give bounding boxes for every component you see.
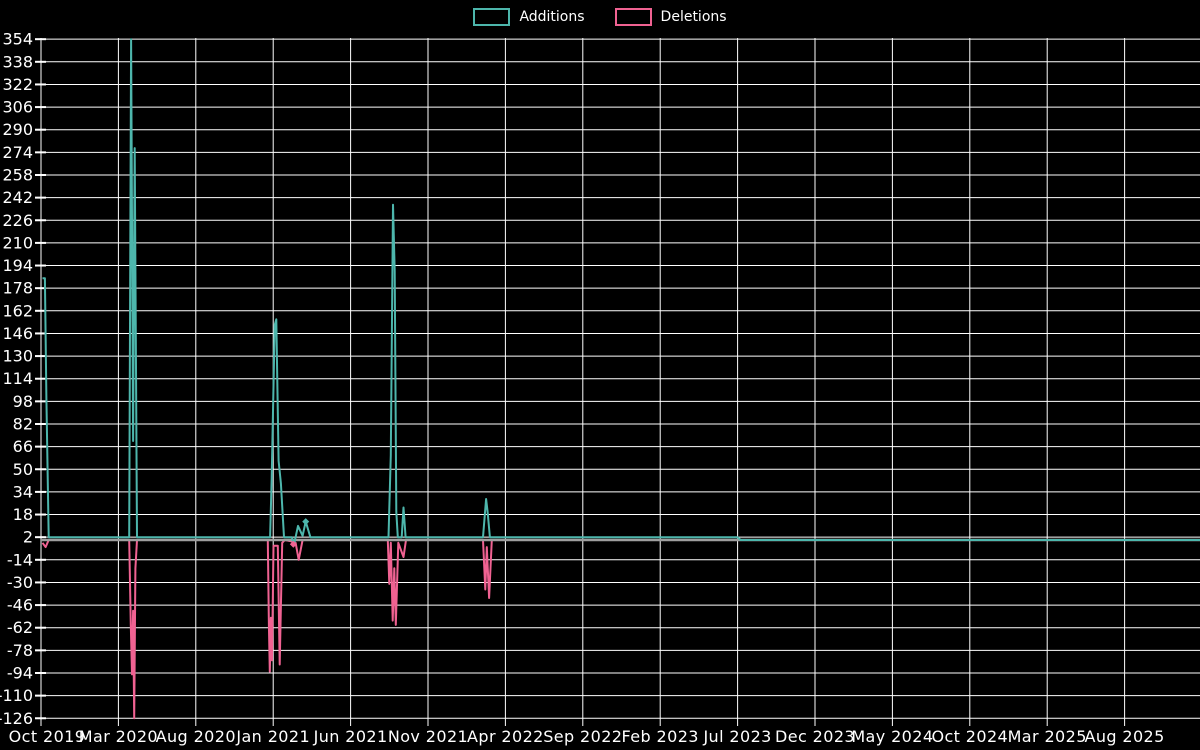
- deletions-line: [41, 539, 1200, 720]
- x-tick-label: Aug 2025: [1084, 727, 1164, 746]
- y-tick-label: 306: [2, 98, 33, 117]
- y-tick-label: -14: [7, 550, 33, 569]
- legend-label-additions: Additions: [519, 9, 585, 25]
- chart-legend: Additions Deletions: [0, 8, 1200, 26]
- y-tick-label: -126: [0, 709, 33, 728]
- x-tick-label: Jul 2023: [702, 727, 771, 746]
- legend-item-deletions[interactable]: Deletions: [614, 8, 727, 26]
- additions-point-marker: [302, 518, 310, 526]
- x-tick-label: Mar 2025: [1008, 727, 1087, 746]
- y-tick-label: 226: [2, 211, 33, 230]
- y-tick-label: 130: [2, 347, 33, 366]
- x-tick-label: Dec 2023: [775, 727, 855, 746]
- y-tick-label: -30: [7, 573, 33, 592]
- x-tick-label: Apr 2022: [467, 727, 544, 746]
- y-tick-label: 34: [13, 482, 33, 501]
- y-tick-label: 114: [2, 369, 33, 388]
- additions-swatch-icon: [473, 8, 511, 26]
- x-tick-label: Aug 2020: [156, 727, 236, 746]
- y-axis-labels: 354 338 322 306 290 274 258 242 226 210 194 178 162 1…: [0, 30, 33, 728]
- y-tick-label: 146: [2, 324, 33, 343]
- x-tick-label: Mar 2020: [79, 727, 158, 746]
- y-tick-label: 338: [2, 52, 33, 71]
- y-tick-label: -46: [7, 596, 33, 615]
- y-tick-label: 274: [2, 143, 33, 162]
- gridlines: [35, 38, 1200, 726]
- y-tick-label: 290: [2, 120, 33, 139]
- y-tick-label: 194: [2, 256, 33, 275]
- y-tick-label: 18: [13, 505, 33, 524]
- y-tick-label: -94: [7, 663, 33, 682]
- y-tick-label: 2: [23, 528, 33, 547]
- y-tick-label: 242: [2, 188, 33, 207]
- y-tick-label: 178: [2, 279, 33, 298]
- deletions-swatch-icon: [614, 8, 652, 26]
- x-tick-label: Nov 2021: [388, 727, 468, 746]
- deletions-point-marker: [289, 540, 297, 548]
- y-tick-label: 82: [13, 414, 33, 433]
- x-tick-label: Jan 2021: [235, 727, 310, 746]
- y-tick-label: 322: [2, 75, 33, 94]
- y-tick-label: 66: [13, 437, 33, 456]
- y-tick-label: 258: [2, 165, 33, 184]
- y-tick-label: -78: [7, 641, 33, 660]
- y-tick-label: 98: [13, 392, 33, 411]
- y-tick-label: -62: [7, 618, 33, 637]
- y-tick-label: 162: [2, 301, 33, 320]
- y-tick-label: 210: [2, 233, 33, 252]
- x-tick-label: Sep 2022: [543, 727, 622, 746]
- y-tick-label: -110: [0, 686, 33, 705]
- additions-line: [42, 38, 1200, 546]
- y-tick-label: 50: [13, 460, 33, 479]
- x-tick-label: Oct 2024: [931, 727, 1008, 746]
- legend-item-additions[interactable]: Additions: [473, 8, 585, 26]
- x-tick-label: May 2024: [851, 727, 933, 746]
- x-tick-label: Jun 2021: [313, 727, 388, 746]
- x-tick-label: Oct 2019: [9, 727, 86, 746]
- x-tick-label: Feb 2023: [622, 727, 699, 746]
- legend-label-deletions: Deletions: [660, 9, 727, 25]
- y-tick-label: 354: [2, 30, 33, 49]
